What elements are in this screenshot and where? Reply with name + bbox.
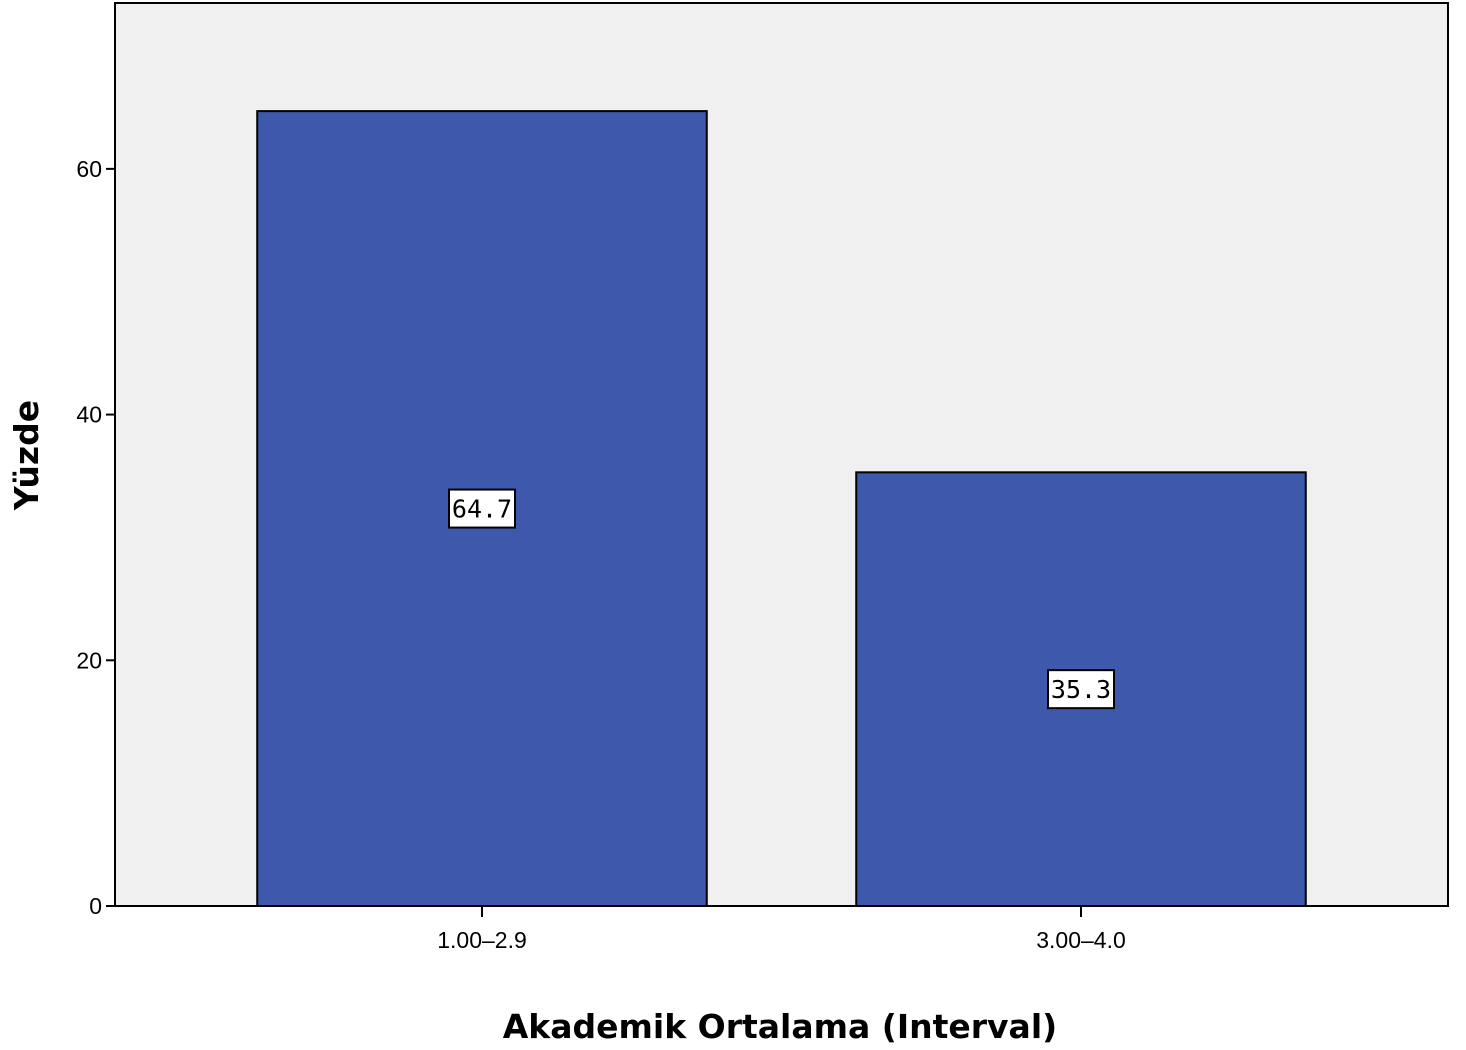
x-tick-label: 1.00–2.9 <box>437 927 527 953</box>
data-label-box <box>448 488 516 529</box>
x-tick-label: 3.00–4.0 <box>1036 927 1126 953</box>
y-tick-label: 0 <box>89 893 102 919</box>
data-label-value: 35.3 <box>1051 675 1111 704</box>
data-label: 64.7 <box>448 488 516 529</box>
data-labels: 64.7 35.3 <box>448 488 1115 710</box>
y-tick-label: 60 <box>76 156 102 182</box>
y-tick-label: 40 <box>76 402 102 428</box>
y-axis-title: Yüzde <box>7 400 46 511</box>
data-label-value: 64.7 <box>452 495 512 524</box>
y-axis-ticks: 0 20 40 60 <box>76 156 115 919</box>
data-label-box <box>1047 669 1115 710</box>
y-tick-label: 20 <box>76 647 102 673</box>
data-label: 35.3 <box>1047 669 1115 710</box>
x-axis-title: Akademik Ortalama (Interval) <box>503 1007 1057 1046</box>
x-axis-ticks: 1.00–2.9 3.00–4.0 <box>437 906 1126 953</box>
